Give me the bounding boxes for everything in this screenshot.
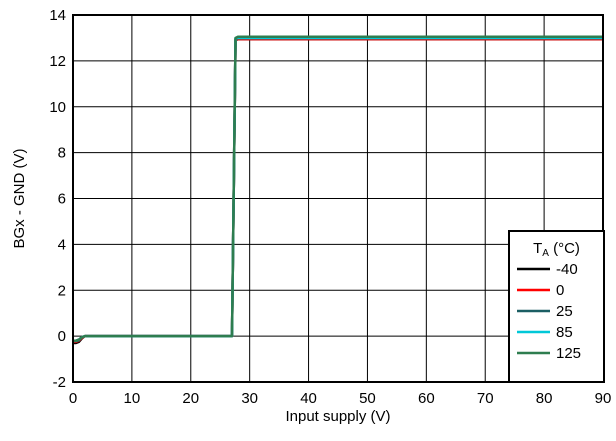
legend-label-125: 125: [556, 345, 581, 362]
grid: [73, 15, 603, 382]
y-tick-label: -2: [53, 374, 66, 391]
legend-title: TA (°C): [533, 240, 580, 259]
y-tick-label: 6: [58, 191, 66, 208]
series-group: [73, 35, 603, 345]
y-tick-label: 8: [58, 145, 66, 162]
x-tick-label: 10: [124, 390, 141, 407]
y-tick-label: 2: [58, 282, 66, 299]
legend-label-25: 25: [556, 303, 573, 320]
x-tick-label: 90: [595, 390, 612, 407]
x-tick-label: 50: [359, 390, 376, 407]
y-axis-title: BGx - GND (V): [11, 148, 28, 248]
plot-frame: [72, 14, 604, 383]
x-tick-label: 70: [477, 390, 494, 407]
legend-label-85: 85: [556, 324, 573, 341]
x-tick-label: 0: [69, 390, 77, 407]
x-tick-label: 60: [418, 390, 435, 407]
y-tick-label: 14: [49, 7, 66, 24]
x-tick-label: 80: [536, 390, 553, 407]
legend-label--40: -40: [556, 261, 578, 278]
y-tick-label: 10: [49, 99, 66, 116]
x-tick-labels: 0 10 20 30 40 50 60 70 80 90: [69, 390, 612, 407]
legend: TA (°C) -40 0 25 85 125: [508, 230, 605, 383]
x-tick-label: 20: [182, 390, 199, 407]
legend-box: [508, 230, 605, 383]
series-line-125: [73, 35, 603, 342]
y-tick-label: 0: [58, 328, 66, 345]
y-tick-label: 12: [49, 53, 66, 70]
x-axis-title: Input supply (V): [285, 408, 390, 425]
y-tick-labels: -2 0 2 4 6 8 10 12 14: [49, 7, 66, 391]
legend-label-0: 0: [556, 282, 564, 299]
x-tick-label: 30: [241, 390, 258, 407]
y-tick-label: 4: [58, 236, 66, 253]
x-tick-label: 40: [300, 390, 317, 407]
